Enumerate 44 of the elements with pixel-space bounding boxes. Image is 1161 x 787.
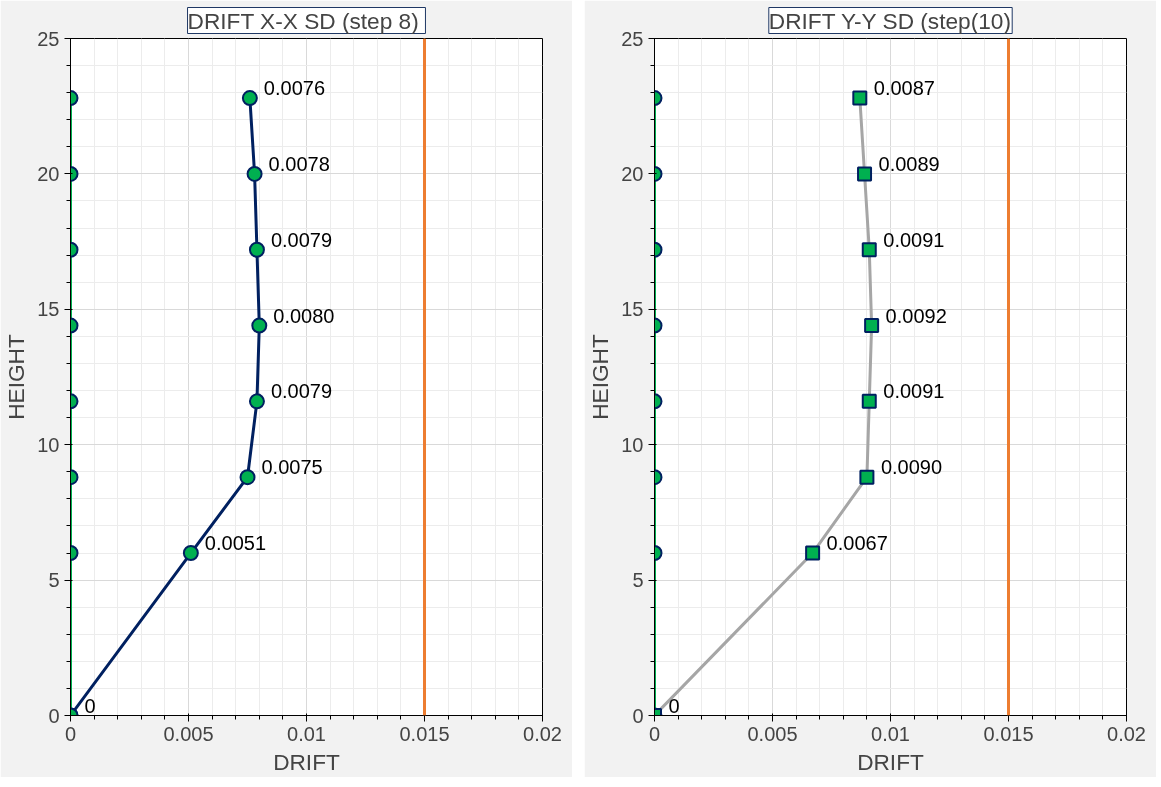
data-label: 0.0091 bbox=[883, 228, 945, 251]
x-tick-label: 0.015 bbox=[983, 722, 1034, 745]
y-axis-title: HEIGHT bbox=[3, 334, 30, 420]
data-label: 0.0080 bbox=[273, 304, 335, 327]
y-axis-title: HEIGHT bbox=[587, 334, 614, 420]
x-tick-label: 0.015 bbox=[399, 722, 450, 745]
data-label: 0.0075 bbox=[261, 456, 323, 479]
y-tick-label: 10 bbox=[37, 433, 60, 456]
y-tick-label: 25 bbox=[621, 27, 644, 50]
y-tick-label: 10 bbox=[621, 433, 644, 456]
data-label: 0.0087 bbox=[873, 77, 935, 100]
y-tick-label: 20 bbox=[621, 162, 644, 185]
data-label: 0.0089 bbox=[878, 152, 940, 175]
data-label: 0.0076 bbox=[263, 77, 326, 100]
data-label: 0.0078 bbox=[268, 152, 330, 175]
x-tick-label: 0.005 bbox=[747, 722, 798, 745]
data-label: 0.0051 bbox=[204, 532, 267, 555]
data-label: 0.0090 bbox=[880, 456, 943, 479]
y-tick-label: 0 bbox=[632, 704, 644, 727]
x-tick-label: 0.01 bbox=[871, 722, 910, 745]
data-label: 0.0067 bbox=[826, 532, 888, 555]
y-tick-label: 15 bbox=[621, 298, 644, 321]
y-tick-label: 15 bbox=[37, 298, 60, 321]
data-label: 0.0091 bbox=[883, 380, 945, 403]
data-label: 0 bbox=[668, 694, 680, 717]
x-tick-label: 0 bbox=[64, 722, 77, 745]
x-tick-label: 0.01 bbox=[287, 722, 326, 745]
data-label: 0.0092 bbox=[885, 304, 947, 327]
x-axis-title: DRIFT bbox=[273, 748, 341, 775]
chart-title: DRIFT Y-Y SD (step(10) bbox=[768, 7, 1011, 34]
x-tick-label: 0.005 bbox=[163, 722, 214, 745]
y-tick-label: 0 bbox=[48, 704, 60, 727]
x-tick-label: 0 bbox=[648, 722, 661, 745]
chart-title: DRIFT X-X SD (step 8) bbox=[187, 7, 419, 34]
x-axis-title: DRIFT bbox=[857, 748, 925, 775]
y-tick-label: 5 bbox=[48, 569, 60, 592]
y-tick-label: 5 bbox=[632, 569, 644, 592]
x-tick-label: 0.02 bbox=[1107, 722, 1146, 745]
data-label: 0.0079 bbox=[270, 228, 333, 251]
data-label: 0.0079 bbox=[270, 380, 333, 403]
data-label: 0 bbox=[84, 694, 96, 717]
y-tick-label: 25 bbox=[37, 27, 60, 50]
x-tick-label: 0.02 bbox=[523, 722, 562, 745]
y-tick-label: 20 bbox=[37, 162, 60, 185]
